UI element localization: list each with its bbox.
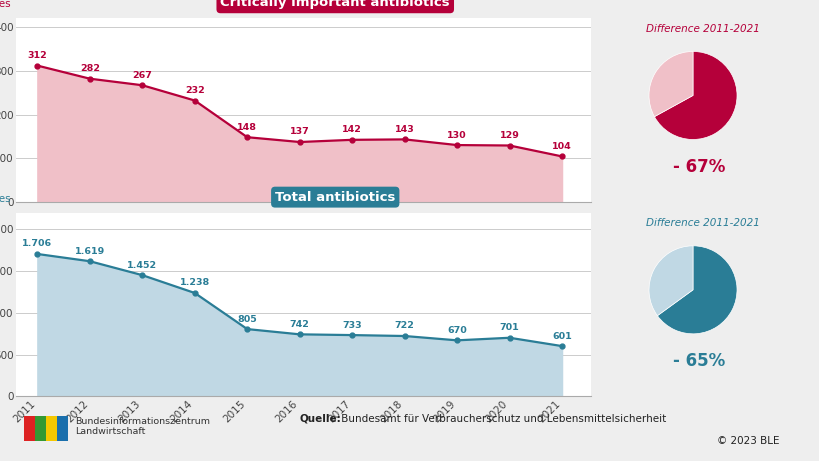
Text: 722: 722	[394, 321, 414, 331]
Text: © 2023 BLE: © 2023 BLE	[717, 436, 779, 446]
Text: 742: 742	[289, 320, 310, 329]
Text: 670: 670	[446, 326, 466, 335]
Text: - 67%: - 67%	[672, 158, 724, 176]
Text: 1.619: 1.619	[75, 247, 105, 256]
Text: Difference 2011-2021: Difference 2011-2021	[645, 24, 759, 34]
Text: 129: 129	[499, 131, 519, 140]
Text: 733: 733	[342, 320, 361, 330]
Text: - 65%: - 65%	[672, 352, 724, 370]
Text: 805: 805	[237, 314, 257, 324]
Text: Bundesamt für Verbraucherschutz und Lebensmittelsicherheit: Bundesamt für Verbraucherschutz und Lebe…	[337, 414, 665, 424]
Text: 282: 282	[79, 64, 100, 73]
Text: tonnes: tonnes	[0, 194, 11, 204]
Text: 130: 130	[446, 130, 466, 140]
Text: 312: 312	[28, 51, 48, 60]
Text: 1.452: 1.452	[127, 260, 157, 270]
Text: 601: 601	[551, 331, 571, 341]
Text: Critically important antibiotics: Critically important antibiotics	[220, 0, 450, 9]
Text: Difference 2011-2021: Difference 2011-2021	[645, 219, 759, 228]
Text: tonnes: tonnes	[0, 0, 11, 9]
Text: 104: 104	[551, 142, 571, 151]
Bar	[57, 416, 67, 441]
Text: 142: 142	[342, 125, 362, 134]
Text: 148: 148	[237, 123, 257, 132]
Text: 1.706: 1.706	[22, 239, 52, 248]
Bar	[46, 416, 57, 441]
Text: 267: 267	[132, 71, 152, 80]
Text: 143: 143	[394, 125, 414, 134]
Text: 1.238: 1.238	[179, 278, 210, 288]
Text: Bundesinformationszentrum
Landwirtschaft: Bundesinformationszentrum Landwirtschaft	[75, 417, 210, 437]
Bar	[35, 416, 46, 441]
Text: 232: 232	[184, 86, 205, 95]
Text: Total antibiotics: Total antibiotics	[274, 191, 395, 204]
Text: 137: 137	[289, 127, 310, 136]
Text: Quelle:: Quelle:	[300, 414, 342, 424]
Text: 701: 701	[499, 323, 518, 332]
Bar	[25, 416, 34, 441]
